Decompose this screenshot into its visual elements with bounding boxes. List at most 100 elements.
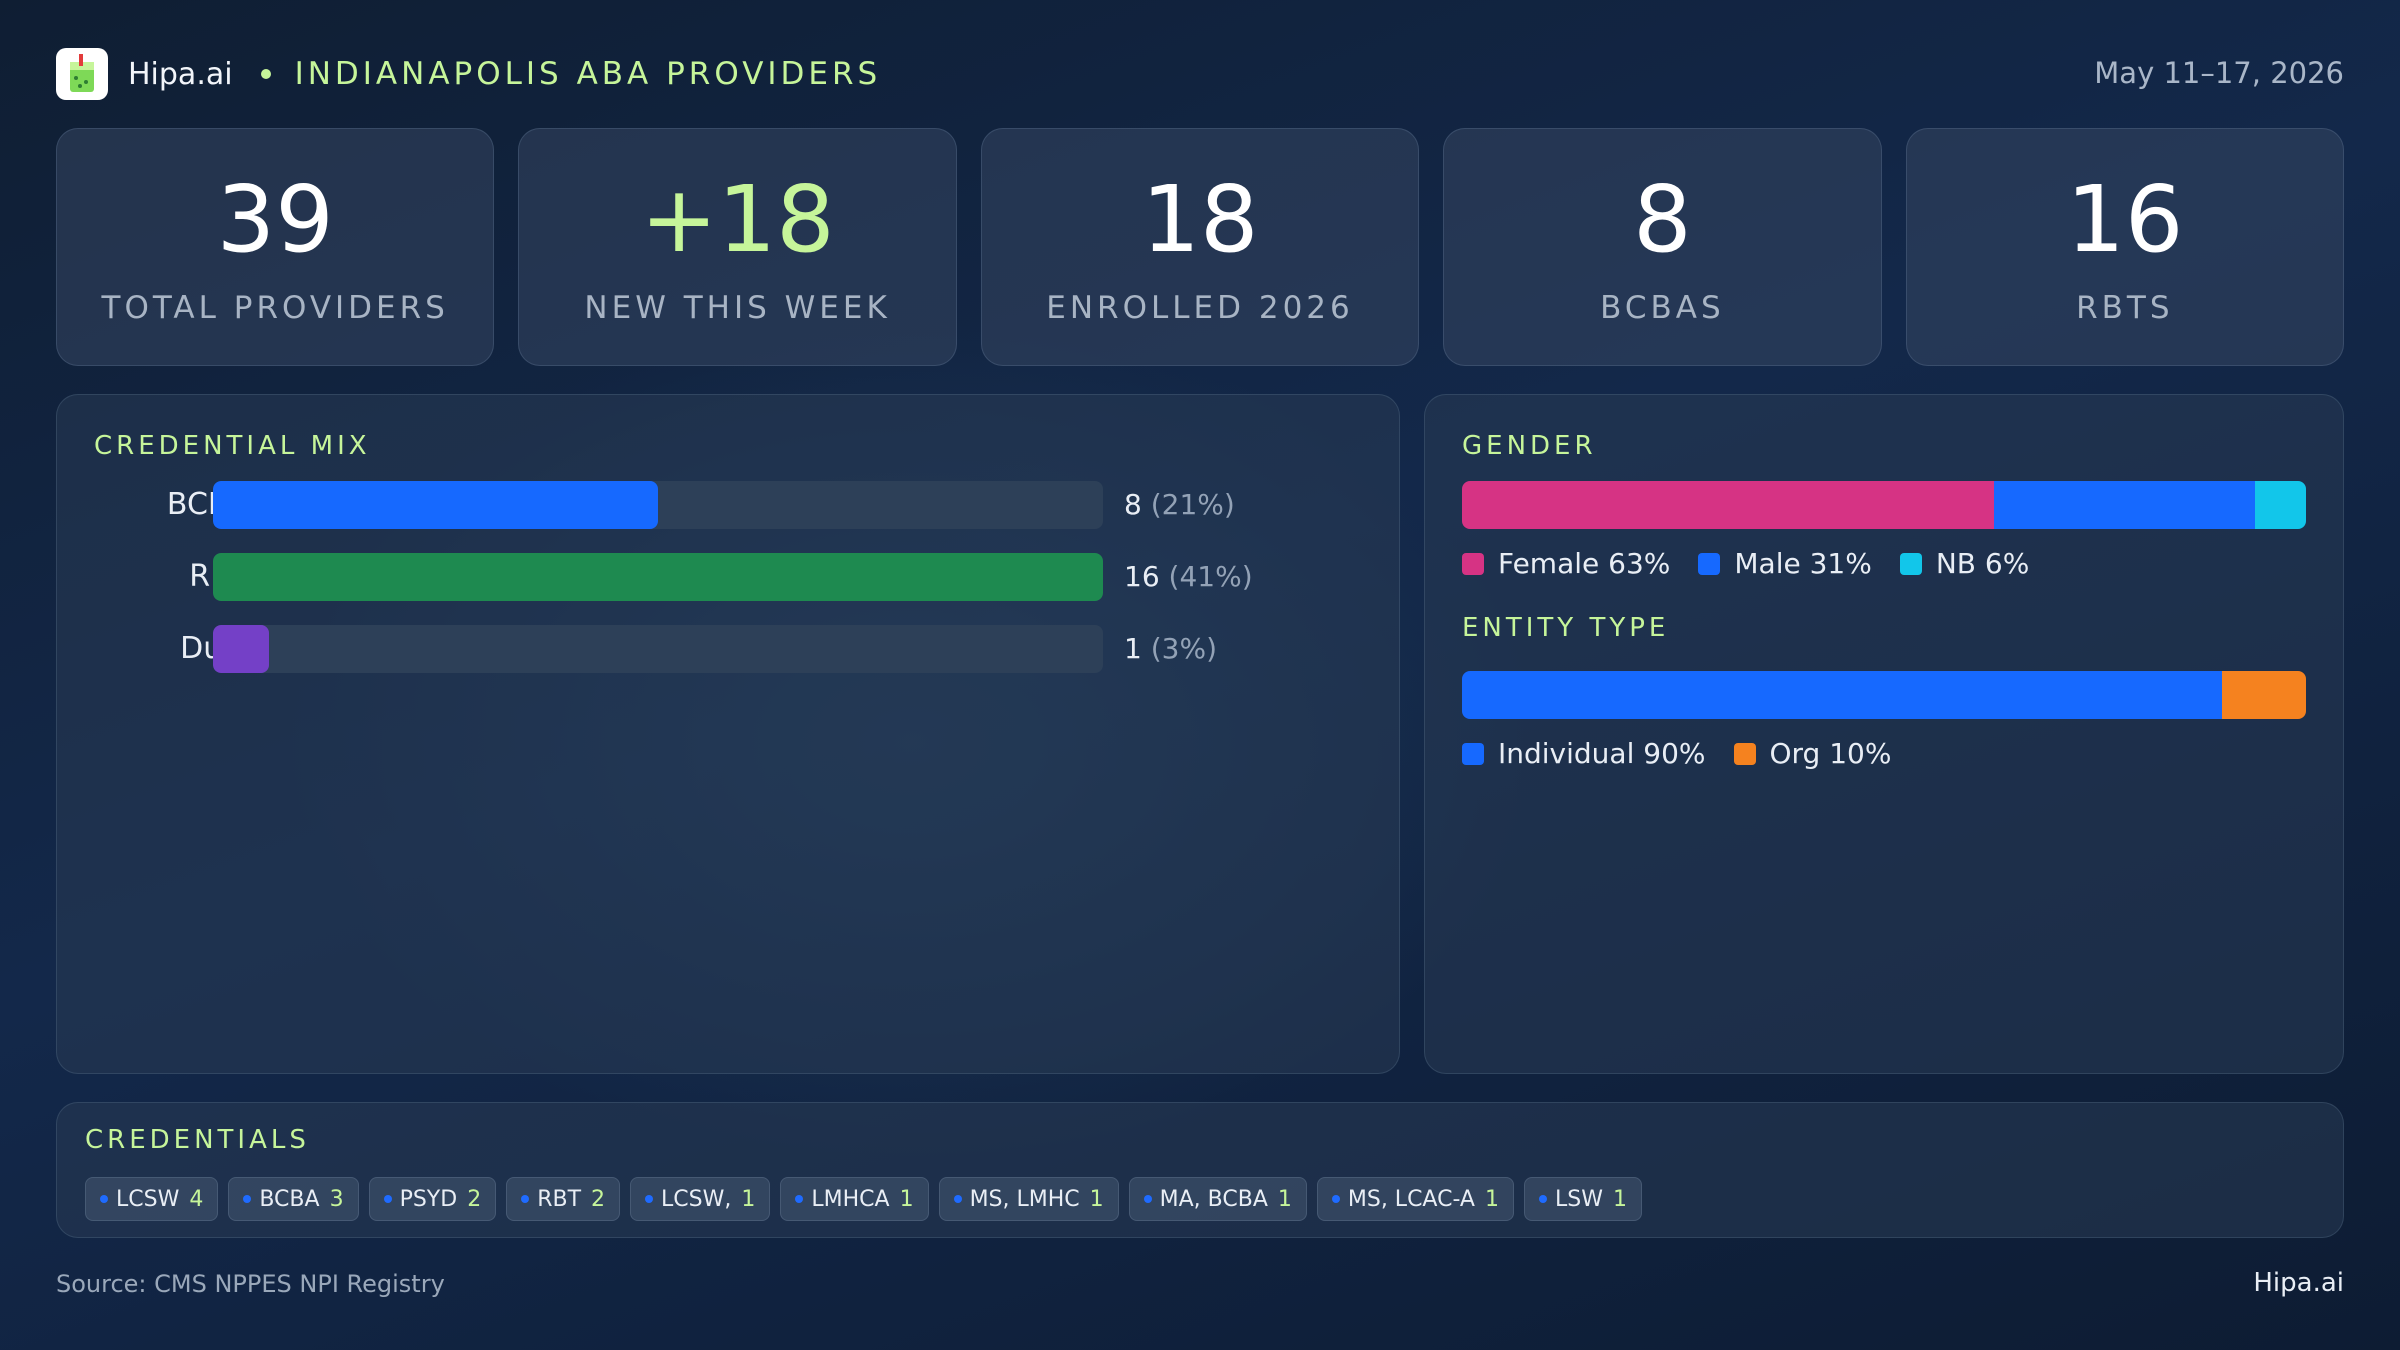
credential-chip[interactable]: MS, LCAC-A 1 xyxy=(1316,1177,1514,1221)
credential-mix-title: CREDENTIAL MIX xyxy=(94,431,371,461)
date-range: May 11–17, 2026 xyxy=(2094,56,2344,90)
credential-bar-fill xyxy=(213,481,658,529)
kpi-label: NEW THIS WEEK xyxy=(584,290,891,326)
kpi-card-bcbas: 8 BCBAS xyxy=(1443,128,1882,366)
credential-chip[interactable]: LSW 1 xyxy=(1523,1177,1642,1221)
legend-label: NB 6% xyxy=(1935,547,2030,580)
chip-count: 2 xyxy=(591,1186,606,1212)
kpi-value: 8 xyxy=(1633,166,1692,273)
credential-mix-panel: CREDENTIAL MIX BCBA 8 (21%) RBT 16 (41%)… xyxy=(56,394,1400,1074)
kpi-value: 18 xyxy=(1141,166,1259,273)
chip-dot xyxy=(243,1195,252,1203)
kpi-label: RBTS xyxy=(2076,290,2174,326)
credential-bar-track xyxy=(213,553,1103,601)
gender-stacked-bar xyxy=(1462,481,2306,529)
credential-value: 16 (41%) xyxy=(1124,553,1253,601)
chip-dot xyxy=(953,1195,962,1203)
kpi-value: 16 xyxy=(2066,166,2184,273)
kpi-label: BCBAS xyxy=(1600,290,1725,326)
credential-percent: (21%) xyxy=(1150,488,1235,521)
kpi-label: ENROLLED 2026 xyxy=(1046,290,1354,326)
chip-label: MS, LCAC-A xyxy=(1347,1186,1475,1212)
chip-label: RBT xyxy=(537,1186,582,1212)
legend-item: Female 63% xyxy=(1462,547,1670,580)
chip-dot xyxy=(1538,1195,1547,1203)
stack-segment xyxy=(1462,481,1994,529)
legend-swatch xyxy=(1698,552,1721,575)
chip-dot xyxy=(1143,1195,1152,1203)
entity-type-title: ENTITY TYPE xyxy=(1462,613,1670,643)
chip-count: 1 xyxy=(899,1186,914,1212)
chip-count: 3 xyxy=(329,1186,344,1212)
chip-count: 1 xyxy=(1277,1186,1292,1212)
legend-item: Male 31% xyxy=(1698,547,1872,580)
credential-value: 8 (21%) xyxy=(1124,481,1235,529)
kpi-label: TOTAL PROVIDERS xyxy=(101,290,449,326)
legend-item: NB 6% xyxy=(1899,547,2030,580)
credential-chip[interactable]: RBT 2 xyxy=(506,1177,621,1221)
legend-label: Individual 90% xyxy=(1498,737,1706,770)
brand-name: Hipa.ai xyxy=(128,56,233,92)
chip-dot xyxy=(795,1195,804,1203)
credential-row-dual: Dual 1 (3%) xyxy=(57,625,1457,673)
chip-count: 1 xyxy=(1484,1186,1499,1212)
credential-chip[interactable]: BCBA 3 xyxy=(228,1177,359,1221)
entity-type-stacked-bar xyxy=(1462,671,2306,719)
kpi-value: 39 xyxy=(216,166,334,273)
credential-chip[interactable]: LMHCA 1 xyxy=(780,1177,929,1221)
credential-row-bcba: BCBA 8 (21%) xyxy=(57,481,1457,529)
page-title: INDIANAPOLIS ABA PROVIDERS xyxy=(294,56,882,92)
credential-chip[interactable]: MA, BCBA 1 xyxy=(1128,1177,1307,1221)
credential-count: 1 xyxy=(1124,632,1142,665)
chip-count: 4 xyxy=(189,1186,204,1212)
chip-label: LSW xyxy=(1554,1186,1603,1212)
kpi-card-rbts: 16 RBTS xyxy=(1905,128,2345,366)
chip-label: LCSW xyxy=(116,1186,180,1212)
kpi-card-total-providers: 39 TOTAL PROVIDERS xyxy=(56,128,495,366)
chip-count: 1 xyxy=(1612,1186,1627,1212)
stack-segment xyxy=(2255,481,2306,529)
chip-dot xyxy=(100,1195,108,1203)
chip-count: 1 xyxy=(1089,1186,1104,1212)
legend-item: Individual 90% xyxy=(1462,737,1706,770)
credential-bar-fill xyxy=(213,553,1103,601)
kpi-card-new-this-week: +18 NEW THIS WEEK xyxy=(518,128,957,366)
legend-swatch xyxy=(1899,552,1922,575)
credentials-title: CREDENTIALS xyxy=(85,1125,310,1155)
legend-swatch xyxy=(1462,742,1484,765)
kpi-row: 39 TOTAL PROVIDERS +18 NEW THIS WEEK 18 … xyxy=(56,128,2345,366)
credential-chips: LCSW 4 BCBA 3 PSYD 2 RBT 2 LCSW, 1 LMHCA 1 MS,… xyxy=(85,1177,1642,1221)
credential-row-rbt: RBT 16 (41%) xyxy=(57,553,1457,601)
credential-percent: (41%) xyxy=(1168,560,1253,593)
credential-count: 8 xyxy=(1124,488,1142,521)
chip-label: BCBA xyxy=(259,1186,320,1212)
credential-bar-track xyxy=(213,481,1103,529)
demographics-panel: GENDER Female 63% Male 31% NB 6% ENTITY TY… xyxy=(1424,394,2344,1074)
credential-value: 1 (3%) xyxy=(1124,625,1217,673)
chip-label: LCSW, xyxy=(661,1186,732,1212)
legend-swatch xyxy=(1462,552,1484,575)
header: Hipa.ai INDIANAPOLIS ABA PROVIDERS xyxy=(56,46,881,102)
credential-count: 16 xyxy=(1124,560,1160,593)
drink-cup-icon[interactable] xyxy=(56,48,108,100)
entity-type-legend: Individual 90% Org 10% xyxy=(1462,737,1919,770)
chip-dot xyxy=(521,1195,530,1203)
chip-label: LMHCA xyxy=(811,1186,890,1212)
credential-chip[interactable]: LCSW 4 xyxy=(85,1177,219,1221)
legend-label: Male 31% xyxy=(1734,547,1872,580)
legend-item: Org 10% xyxy=(1733,737,1891,770)
chip-dot xyxy=(1331,1195,1340,1203)
credentials-panel: CREDENTIALS LCSW 4 BCBA 3 PSYD 2 RBT 2 LCSW,… xyxy=(56,1102,2344,1238)
source-note: Source: CMS NPPES NPI Registry xyxy=(56,1270,445,1298)
credential-chip[interactable]: MS, LMHC 1 xyxy=(938,1177,1119,1221)
credential-chip[interactable]: PSYD 2 xyxy=(368,1177,497,1221)
chip-label: MS, LMHC xyxy=(969,1186,1080,1212)
chip-dot xyxy=(383,1195,392,1203)
chip-dot xyxy=(645,1195,654,1203)
legend-swatch xyxy=(1733,742,1756,765)
stack-segment xyxy=(1462,671,2222,719)
footer-brand[interactable]: Hipa.ai xyxy=(2253,1268,2344,1298)
stack-segment xyxy=(2221,671,2306,719)
separator-dot xyxy=(260,69,271,79)
credential-chip[interactable]: LCSW, 1 xyxy=(630,1177,771,1221)
